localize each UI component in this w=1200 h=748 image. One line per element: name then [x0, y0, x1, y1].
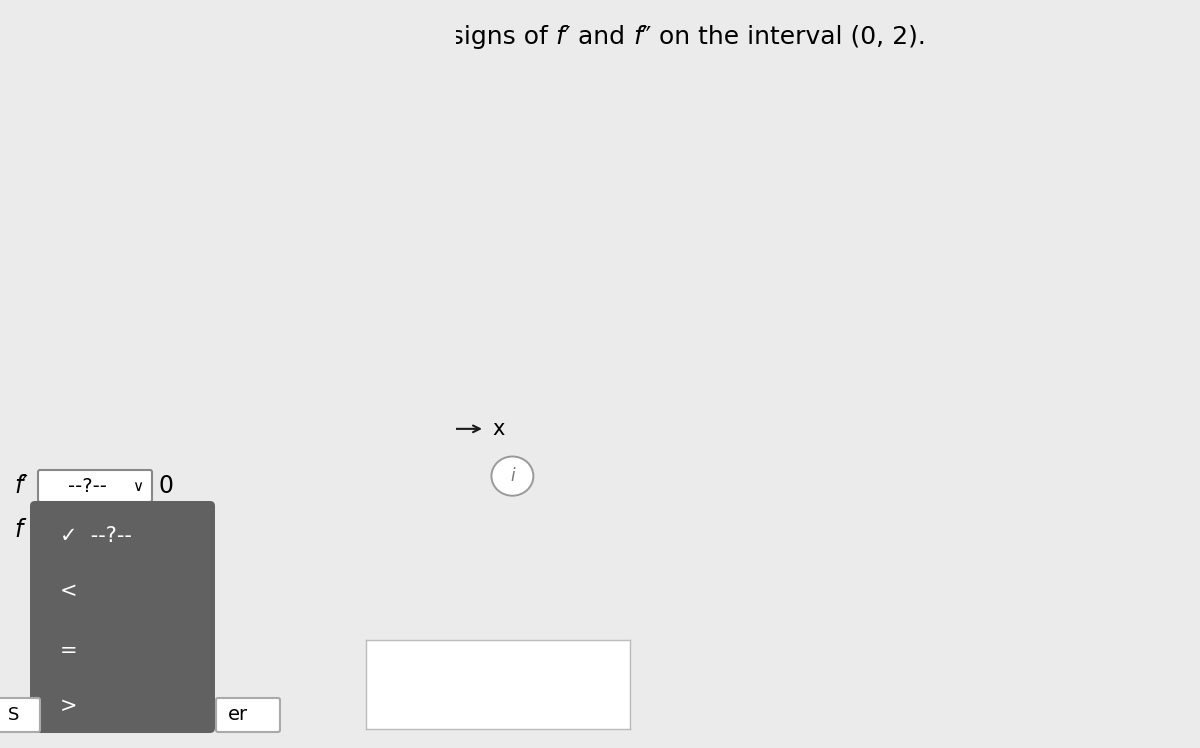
- FancyBboxPatch shape: [216, 698, 280, 732]
- FancyBboxPatch shape: [0, 698, 40, 732]
- Text: f′: f′: [14, 474, 28, 498]
- FancyBboxPatch shape: [30, 501, 215, 733]
- Text: 1: 1: [306, 453, 318, 470]
- Text: =: =: [60, 641, 78, 661]
- Text: f: f: [634, 25, 642, 49]
- Text: f: f: [556, 25, 564, 49]
- Text: ′: ′: [564, 25, 570, 49]
- Text: The graph of: The graph of: [18, 25, 186, 49]
- Text: S: S: [8, 706, 19, 724]
- Text: and: and: [570, 25, 634, 49]
- Text: on the interval (0, 2).: on the interval (0, 2).: [652, 25, 926, 49]
- FancyBboxPatch shape: [38, 470, 152, 502]
- Text: f: f: [14, 518, 23, 542]
- Text: 0: 0: [158, 474, 173, 498]
- Text: >: >: [60, 696, 78, 716]
- Text: f: f: [341, 324, 348, 344]
- Text: er: er: [228, 705, 248, 725]
- Text: i: i: [510, 467, 515, 485]
- Text: 2: 2: [402, 453, 414, 470]
- Text: y: y: [210, 96, 222, 115]
- Text: --?--: --?--: [68, 476, 107, 495]
- Text: f: f: [186, 25, 194, 49]
- Text: <: <: [60, 581, 78, 601]
- Text: ″: ″: [642, 25, 652, 49]
- Text: ✓  --?--: ✓ --?--: [60, 526, 132, 546]
- Text: is shown. State the signs of: is shown. State the signs of: [194, 25, 556, 49]
- Text: x: x: [492, 419, 505, 439]
- Circle shape: [492, 456, 533, 496]
- Text: ∨: ∨: [132, 479, 144, 494]
